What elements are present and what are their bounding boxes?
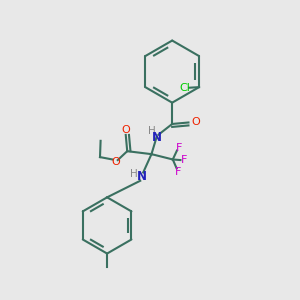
Text: N: N bbox=[152, 131, 162, 144]
Text: N: N bbox=[136, 170, 146, 183]
Text: O: O bbox=[191, 118, 200, 128]
Text: F: F bbox=[175, 167, 181, 177]
Text: Cl: Cl bbox=[179, 83, 190, 93]
Text: O: O bbox=[122, 125, 130, 136]
Text: H: H bbox=[148, 126, 156, 136]
Text: F: F bbox=[176, 142, 182, 153]
Text: H: H bbox=[130, 169, 138, 179]
Text: F: F bbox=[181, 155, 187, 165]
Text: O: O bbox=[111, 158, 120, 167]
